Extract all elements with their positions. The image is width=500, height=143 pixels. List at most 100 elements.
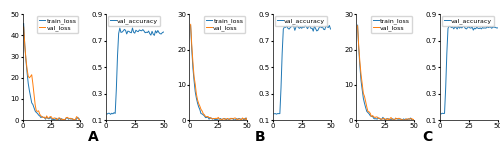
val_loss [32, 104, 38, 106]
train_loss [42, 117, 48, 118]
val_accuracy [450, 26, 456, 28]
val_loss [358, 74, 364, 76]
val_accuracy [280, 28, 286, 30]
val_loss [64, 117, 70, 118]
val_accuracy [472, 27, 478, 29]
val_accuracy [445, 28, 451, 29]
train_loss [38, 117, 44, 118]
val_accuracy [144, 32, 150, 33]
train_loss [240, 118, 246, 119]
val_accuracy [119, 31, 125, 33]
Line: val_loss: val_loss [24, 27, 80, 120]
val_loss [376, 117, 382, 119]
val_loss [384, 119, 390, 121]
train_loss [66, 118, 71, 120]
val_loss [210, 118, 216, 119]
train_loss [55, 119, 61, 120]
train_loss [221, 118, 227, 119]
val_loss [189, 44, 195, 46]
val_accuracy [290, 25, 296, 26]
val_accuracy [271, 113, 277, 115]
val_accuracy [146, 30, 152, 32]
val_accuracy [302, 24, 308, 26]
val_accuracy [126, 31, 132, 32]
val_loss [213, 117, 219, 119]
val_loss [200, 113, 206, 115]
val_accuracy [301, 27, 307, 28]
val_loss [364, 106, 370, 108]
val_accuracy [150, 33, 156, 35]
train_loss [392, 118, 398, 119]
val_accuracy [460, 26, 466, 27]
train_loss [356, 48, 362, 50]
val_loss [214, 118, 220, 120]
val_accuracy [279, 52, 285, 54]
val_loss [396, 117, 402, 119]
val_loss [224, 118, 230, 120]
val_loss [388, 117, 394, 118]
val_loss [406, 118, 411, 120]
train_loss [32, 110, 38, 112]
val_loss [38, 115, 44, 117]
val_loss [207, 117, 213, 118]
val_accuracy [488, 27, 494, 29]
val_accuracy [296, 27, 302, 29]
val_accuracy [300, 26, 306, 27]
train_loss [54, 118, 60, 120]
val_accuracy [442, 113, 448, 114]
val_loss [402, 119, 408, 121]
train_loss [44, 116, 50, 118]
train_loss [206, 118, 212, 120]
val_accuracy [114, 88, 119, 90]
train_loss [56, 117, 62, 119]
train_loss [218, 119, 224, 120]
val_loss [60, 118, 66, 120]
train_loss [235, 118, 241, 120]
train_loss [198, 113, 204, 115]
val_loss [52, 117, 58, 119]
train_loss [75, 117, 81, 118]
val_accuracy [486, 27, 492, 28]
val_loss [365, 111, 371, 112]
val_accuracy [158, 33, 164, 35]
train_loss [365, 112, 371, 113]
train_loss [202, 115, 207, 117]
train_loss [202, 117, 208, 119]
val_loss [381, 118, 387, 119]
train_loss [52, 119, 58, 121]
val_loss [360, 93, 366, 94]
val_accuracy [141, 30, 147, 32]
val_accuracy [467, 27, 473, 29]
train_loss [379, 118, 385, 120]
val_accuracy [130, 27, 136, 29]
train_loss [210, 118, 216, 120]
val_loss [410, 119, 416, 121]
val_accuracy [326, 25, 332, 26]
val_loss [242, 118, 248, 119]
train_loss [70, 119, 76, 121]
val_accuracy [448, 26, 454, 27]
val_accuracy [458, 26, 464, 28]
train_loss [48, 118, 54, 120]
val_loss [382, 119, 388, 120]
val_loss [61, 119, 67, 121]
val_loss [68, 117, 74, 119]
val_accuracy [446, 25, 452, 27]
val_loss [198, 108, 204, 110]
train_loss [58, 118, 64, 120]
val_accuracy [110, 113, 116, 115]
val_accuracy [274, 113, 280, 114]
Line: train_loss: train_loss [24, 24, 80, 120]
val_loss [210, 118, 216, 120]
val_accuracy [120, 30, 126, 32]
val_loss [23, 58, 29, 60]
val_loss [235, 119, 241, 120]
train_loss [232, 119, 237, 121]
val_accuracy [106, 112, 112, 114]
val_accuracy [296, 27, 302, 28]
Line: val_accuracy: val_accuracy [441, 26, 498, 114]
val_accuracy [272, 113, 278, 114]
train_loss [23, 60, 29, 62]
train_loss [411, 119, 417, 120]
train_loss [390, 118, 396, 120]
